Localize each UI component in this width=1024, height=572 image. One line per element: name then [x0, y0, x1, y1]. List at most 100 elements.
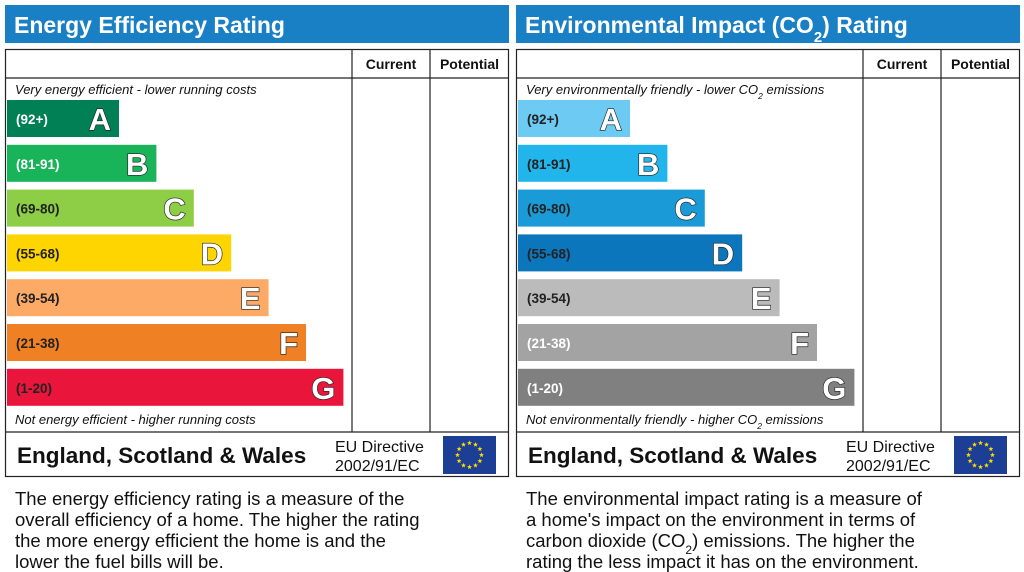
text-segment: a home's impact on the environment in te… — [526, 509, 916, 530]
flag-star — [988, 446, 994, 452]
eu-flag — [954, 436, 1007, 474]
table-frame — [4, 48, 510, 478]
rating-band — [7, 144, 157, 182]
flag-star — [972, 442, 977, 447]
top-note: Very environmentally friendly - lower CO… — [526, 82, 825, 101]
text-segment: ) emissions. The higher the — [692, 530, 915, 551]
band-range: (21-38) — [527, 336, 571, 351]
bottom-note: Not environmentally friendly - higher CO… — [526, 412, 824, 431]
description-line: carbon dioxide (CO2) emissions. The high… — [526, 530, 915, 557]
rating-band — [7, 368, 344, 406]
band-range: (1-20) — [527, 381, 563, 396]
band-letter: F — [279, 326, 298, 361]
text-segment: rating the less impact it has on the env… — [526, 551, 919, 572]
flag-star — [467, 464, 472, 470]
band-letter: A — [600, 102, 622, 137]
flag-star — [461, 442, 466, 447]
title-bar — [516, 5, 1020, 43]
band-letter: E — [751, 281, 772, 316]
rating-band — [7, 324, 306, 361]
band-letter: B — [126, 147, 148, 182]
band-letter: E — [240, 281, 261, 316]
text-segment: lower the fuel bills will be. — [15, 551, 224, 572]
band-range: (81-91) — [527, 157, 571, 172]
band-range: (92+) — [16, 112, 48, 127]
bottom-note: Not energy efficient - higher running co… — [15, 412, 256, 427]
flag-star — [984, 462, 989, 468]
text-segment: 2 — [757, 91, 763, 101]
flag-star — [455, 452, 460, 458]
text-segment: 2 — [756, 421, 762, 431]
region: England, Scotland & Wales — [17, 443, 306, 468]
text-segment: emissions — [763, 82, 825, 97]
rating-band — [518, 144, 668, 182]
rating-band — [518, 368, 855, 406]
description-line: rating the less impact it has on the env… — [526, 551, 919, 572]
rating-band — [518, 324, 817, 361]
text-segment: Very environmentally friendly - lower CO — [526, 82, 758, 97]
flag-star — [477, 458, 483, 464]
band-letter: A — [89, 102, 111, 137]
directive-line: 2002/91/EC — [335, 458, 420, 475]
flag-star — [456, 446, 462, 452]
band-range: (39-54) — [527, 291, 571, 306]
eu-flag — [443, 436, 496, 474]
region: England, Scotland & Wales — [528, 443, 817, 468]
flag-star — [473, 462, 478, 468]
flag-star — [461, 462, 466, 468]
panel-title: Energy Efficiency Rating — [14, 12, 285, 38]
description-line: the more energy efficient the home is an… — [15, 530, 386, 551]
text-segment: the more energy efficient the home is an… — [15, 530, 386, 551]
description-line: The environmental impact rating is a mea… — [526, 488, 923, 509]
text-segment: The environmental impact rating is a mea… — [526, 488, 923, 509]
description-line: overall efficiency of a home. The higher… — [15, 509, 420, 530]
band-letter: D — [201, 236, 223, 271]
band-letter: B — [637, 147, 659, 182]
band-range: (55-68) — [16, 246, 60, 261]
description-line: a home's impact on the environment in te… — [526, 509, 916, 530]
flag-star — [473, 442, 478, 447]
flag-star — [479, 452, 484, 458]
band-range: (81-91) — [16, 157, 60, 172]
text-segment: Not environmentally friendly - higher CO — [526, 412, 757, 427]
flag-star — [477, 446, 483, 452]
text-segment: Energy Efficiency Rating — [14, 12, 285, 38]
description-line: lower the fuel bills will be. — [15, 551, 224, 572]
text-segment: overall efficiency of a home. The higher… — [15, 509, 420, 530]
flag-star — [966, 452, 971, 458]
column-header: Potential — [440, 56, 499, 72]
band-letter: G — [311, 371, 335, 406]
text-segment: Environmental Impact (CO — [525, 12, 814, 38]
panel-title: Environmental Impact (CO2) Rating — [525, 12, 908, 46]
band-letter: C — [163, 192, 185, 227]
band-letter: C — [674, 192, 696, 227]
column-header: Current — [366, 56, 417, 72]
directive-line: 2002/91/EC — [846, 458, 931, 475]
text-segment: Not energy efficient - higher running co… — [15, 412, 256, 427]
rating-band — [7, 279, 269, 317]
rating-band — [518, 279, 780, 317]
flag-star — [978, 440, 983, 446]
directive-line: EU Directive — [846, 439, 935, 456]
band-letter: D — [712, 236, 734, 271]
flag-star — [984, 442, 989, 447]
flag-star — [467, 440, 472, 446]
text-segment: 2 — [685, 543, 692, 557]
flag-star — [972, 462, 977, 468]
flag-star — [990, 452, 995, 458]
flag-star — [988, 458, 994, 464]
rating-band — [7, 234, 232, 272]
flag-star — [967, 458, 973, 464]
band-range: (21-38) — [16, 336, 60, 351]
rating-band — [518, 234, 743, 272]
rating-band — [518, 189, 705, 227]
directive-line: EU Directive — [335, 439, 424, 456]
column-header: Potential — [951, 56, 1010, 72]
text-segment: carbon dioxide (CO — [526, 530, 685, 551]
column-header: Current — [877, 56, 928, 72]
text-segment: emissions — [762, 412, 824, 427]
band-range: (55-68) — [527, 246, 571, 261]
table-frame — [515, 48, 1021, 478]
top-note: Very energy efficient - lower running co… — [15, 82, 257, 97]
